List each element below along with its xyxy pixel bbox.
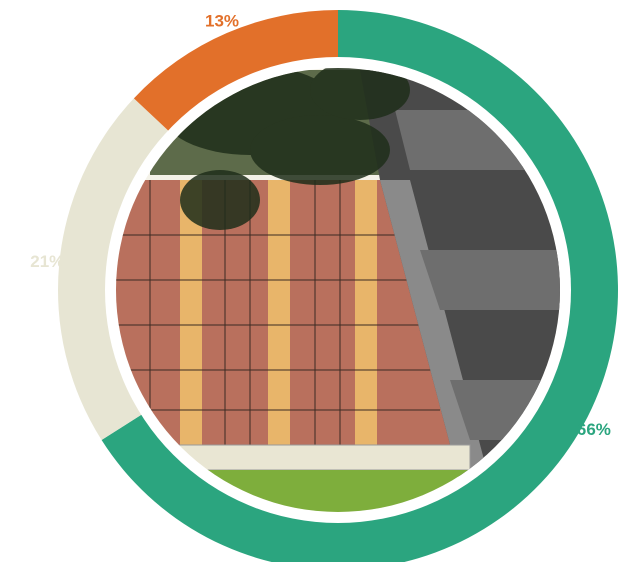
- data-label: 66%: [577, 420, 611, 439]
- data-label: 13%: [205, 12, 239, 31]
- donut: [57, 10, 618, 562]
- data-label: 21%: [30, 252, 64, 271]
- donut-segment: [57, 98, 174, 441]
- donut-segment: [133, 10, 338, 136]
